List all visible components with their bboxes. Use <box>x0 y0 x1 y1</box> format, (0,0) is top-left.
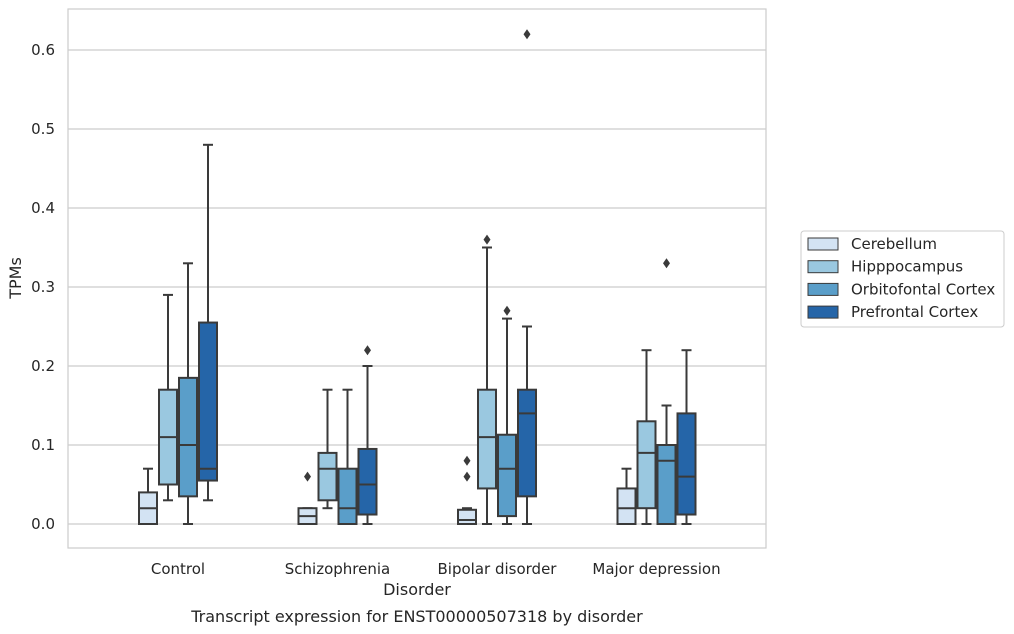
box-iqr <box>477 388 497 490</box>
box-iqr <box>676 412 697 516</box>
box-iqr <box>656 444 677 525</box>
box-iqr <box>497 433 517 518</box>
legend-swatch <box>807 260 839 274</box>
y-tick-label: 0.4 <box>31 199 55 217</box>
box-0-1 <box>158 293 178 502</box>
x-tick-labels: Control Schizophrenia Bipolar disorder Majo… <box>151 560 721 578</box>
y-tick-label: 0.5 <box>31 120 55 138</box>
box-iqr <box>178 376 198 498</box>
outlier-point <box>463 455 471 466</box>
y-axis-label: TPMs <box>6 257 25 300</box>
box-1-2 <box>337 388 358 526</box>
box-0-3 <box>198 143 218 502</box>
x-tick-label: Major depression <box>592 560 720 578</box>
y-tick-label: 0.6 <box>31 41 55 59</box>
x-tick-label: Control <box>151 560 205 578</box>
box-iqr <box>457 508 477 525</box>
box-iqr <box>357 447 378 516</box>
plot-frame <box>67 8 767 549</box>
box-3-2 <box>656 258 677 525</box>
legend-label: Orbitofontal Cortex <box>851 280 995 298</box>
outlier-point <box>663 258 670 269</box>
box-3-0 <box>616 467 637 526</box>
y-tick-label: 0.2 <box>31 357 55 375</box>
outlier-point <box>304 471 311 482</box>
legend: Cerebellum Hipppocampus Orbitofontal Corte… <box>800 230 1005 328</box>
box-1-0 <box>297 471 318 526</box>
y-tick-label: 0.0 <box>31 515 55 533</box>
box-iqr <box>198 321 218 482</box>
y-tick-label: 0.3 <box>31 278 55 296</box>
x-tick-label: Bipolar disorder <box>438 560 558 578</box>
legend-label: Prefrontal Cortex <box>851 303 978 321</box>
chart-caption: Transcript expression for ENST0000050731… <box>190 607 643 626</box>
outlier-point <box>463 471 471 482</box>
box-2-0 <box>457 455 477 525</box>
box-iqr <box>517 388 537 498</box>
box-iqr <box>337 467 358 526</box>
legend-swatch <box>807 305 839 319</box>
legend-label: Cerebellum <box>851 235 937 253</box>
outlier-point <box>364 345 371 356</box>
box-2-2 <box>497 305 517 525</box>
box-0-0 <box>138 467 158 525</box>
box-layer <box>138 29 697 526</box>
outlier-point <box>503 305 511 316</box>
y-tick-labels: 0.0 0.1 0.2 0.3 0.4 0.5 0.6 <box>31 41 55 533</box>
box-iqr <box>317 451 338 502</box>
legend-swatch <box>807 282 839 296</box>
legend-frame <box>800 230 1005 328</box>
x-tick-label: Schizophrenia <box>285 560 390 578</box>
box-0-2 <box>178 262 198 525</box>
box-iqr <box>616 487 637 526</box>
legend-label: Hipppocampus <box>851 258 963 276</box>
outlier-point <box>523 29 531 40</box>
box-2-3 <box>517 29 537 525</box>
box-iqr <box>636 420 657 510</box>
box-1-3 <box>357 345 378 525</box>
outlier-point <box>483 234 491 245</box>
box-2-1 <box>477 234 497 525</box>
x-axis-label: Disorder <box>383 580 451 599</box>
box-3-1 <box>636 349 657 525</box>
legend-swatch <box>807 237 839 251</box>
y-tick-label: 0.1 <box>31 436 55 454</box>
box-1-1 <box>317 388 338 510</box>
box-3-3 <box>676 349 697 525</box>
